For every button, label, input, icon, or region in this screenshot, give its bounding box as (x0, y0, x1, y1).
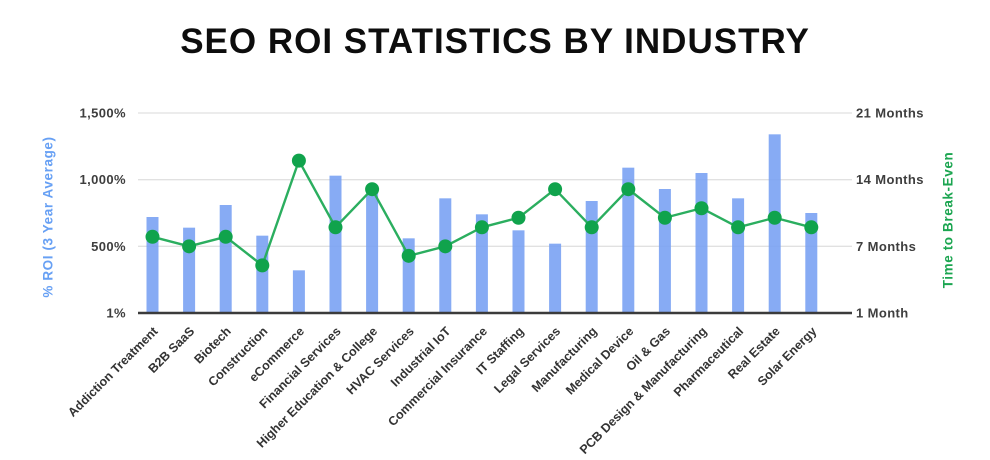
category-label: Manufacturing (529, 324, 600, 395)
breakeven-dot (365, 182, 380, 197)
left-axis-title: % ROI (3 Year Average) (40, 136, 56, 298)
breakeven-dot (218, 229, 233, 244)
breakeven-dot (804, 220, 819, 235)
roi-bar (549, 243, 562, 313)
breakeven-dot (694, 201, 709, 216)
roi-bar (256, 235, 269, 313)
roi-bar (475, 214, 488, 313)
breakeven-dot (657, 210, 672, 225)
category-label: Legal Services (491, 324, 563, 396)
breakeven-dot (401, 248, 416, 263)
breakeven-dot (731, 220, 746, 235)
breakeven-dot (438, 239, 453, 254)
roi-bar (622, 167, 635, 313)
chart-title: SEO ROI STATISTICS BY INDUSTRY (180, 22, 810, 61)
breakeven-dot (767, 210, 782, 225)
roi-bar (292, 270, 305, 313)
roi-bar (585, 201, 598, 313)
category-label: Addiction Treatment (65, 324, 161, 420)
breakeven-dot (621, 182, 636, 197)
breakeven-dot (328, 220, 343, 235)
breakeven-dot (548, 182, 563, 197)
roi-bar (329, 175, 342, 313)
breakeven-dot (145, 229, 160, 244)
right-tick-label: 1 Month (856, 306, 909, 321)
left-tick-label: 1,500% (80, 106, 127, 121)
left-tick-label: 1% (106, 306, 126, 321)
right-tick-label: 14 Months (856, 172, 924, 187)
breakeven-dot (291, 153, 306, 168)
breakeven-dot (255, 258, 270, 273)
breakeven-dot (474, 220, 489, 235)
roi-bar (512, 230, 525, 313)
roi-bar (439, 198, 452, 313)
breakeven-dot (182, 239, 197, 254)
left-tick-label: 500% (91, 239, 126, 254)
right-axis-title: Time to Break-Even (940, 151, 956, 289)
breakeven-dot (511, 210, 526, 225)
left-tick-label: 1,000% (80, 172, 127, 187)
breakeven-dot (584, 220, 599, 235)
right-tick-label: 7 Months (856, 239, 916, 254)
roi-bar (366, 190, 379, 313)
right-tick-label: 21 Months (856, 106, 924, 121)
roi-bar (658, 189, 671, 313)
roi-bar (732, 198, 745, 313)
roi-bar (219, 205, 232, 313)
roi-bar (805, 213, 818, 313)
roi-bar (695, 173, 708, 313)
